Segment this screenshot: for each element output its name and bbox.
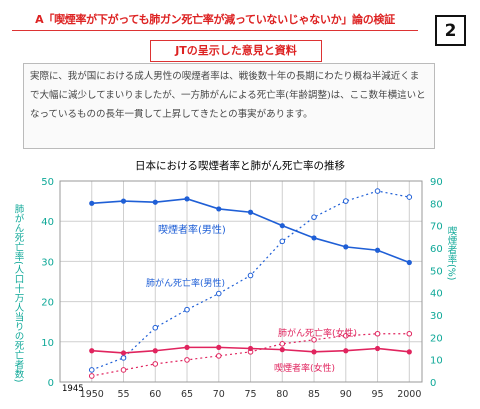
right-tick-label: 20	[430, 333, 443, 344]
data-point	[152, 361, 159, 367]
data-point	[152, 324, 159, 331]
x-tick-label: 1950	[80, 389, 104, 400]
data-point	[279, 223, 285, 229]
header-title-bar: A「喫煙率が下がっても肺ガン死亡率が減っていないじゃないか」論の検証	[12, 8, 418, 31]
data-point	[374, 345, 381, 352]
data-point	[343, 348, 349, 354]
quote-text: 実際に、我が国における成人男性の喫煙者率は、戦後数十年の長期にわたり概ね半減近く…	[23, 63, 435, 149]
data-point	[311, 235, 317, 241]
data-point	[279, 238, 286, 245]
right-tick-label: 80	[430, 199, 443, 210]
x-tick-label: 75	[244, 389, 256, 400]
left-axis-label: 肺がん死亡率(人口十万人当りの死亡者数)	[13, 204, 25, 382]
data-point	[279, 347, 285, 353]
header-title: A「喫煙率が下がっても肺ガン死亡率が減っていないじゃないか」論の検証	[35, 13, 395, 26]
left-tick-label: 0	[48, 378, 54, 389]
right-axis-label: 喫煙者率(%)	[446, 225, 458, 280]
data-point	[184, 196, 190, 202]
left-tick-label: 40	[41, 217, 54, 228]
data-point	[311, 214, 317, 220]
data-point	[89, 348, 95, 354]
data-point	[184, 357, 190, 363]
data-point	[343, 244, 349, 250]
right-tick-label: 10	[430, 356, 443, 367]
data-point	[89, 200, 95, 206]
data-point	[120, 198, 127, 204]
data-point	[311, 349, 317, 355]
data-point	[216, 344, 222, 350]
x-tick-label: 60	[149, 389, 161, 400]
series-label: 喫煙者率(男性)	[158, 223, 226, 236]
data-point	[342, 332, 349, 339]
data-point	[184, 306, 190, 313]
data-point	[215, 353, 222, 359]
right-tick-label: 90	[430, 177, 443, 188]
data-point	[279, 341, 286, 347]
data-point	[247, 209, 254, 215]
right-tick-label: 50	[430, 266, 443, 277]
x-start-label: 1945	[62, 384, 84, 394]
data-point	[406, 259, 412, 266]
data-point	[374, 247, 381, 253]
data-point	[88, 373, 95, 379]
data-point	[120, 355, 127, 361]
left-tick-label: 20	[41, 298, 54, 309]
data-point	[88, 367, 95, 373]
series-label: 肺がん死亡率(男性)	[146, 277, 225, 289]
data-point	[152, 348, 158, 354]
data-point	[406, 194, 413, 200]
left-tick-label: 50	[41, 177, 54, 188]
right-tick-label: 30	[430, 311, 443, 322]
x-tick-label: 95	[371, 389, 383, 400]
x-tick-label: 2000	[397, 389, 421, 400]
series-label: 喫煙者率(女性)	[274, 362, 335, 374]
x-tick-label: 80	[276, 389, 288, 400]
x-tick-label: 65	[181, 389, 193, 400]
x-tick-label: 70	[213, 389, 225, 400]
right-tick-label: 70	[430, 222, 443, 233]
data-point	[120, 350, 127, 356]
chart-title: 日本における喫煙者率と肺がん死亡率の推移	[135, 160, 345, 172]
x-tick-label: 90	[340, 389, 352, 400]
right-tick-label: 0	[430, 378, 436, 389]
x-tick-label: 85	[308, 389, 320, 400]
data-point	[184, 344, 190, 350]
subtitle: JTの呈示した意見と資料	[150, 40, 322, 62]
data-point	[247, 272, 254, 279]
series-label: 肺がん死亡率(女性)	[278, 327, 357, 339]
data-point	[374, 188, 381, 194]
data-point	[215, 290, 222, 297]
page-number: 2	[435, 15, 466, 46]
data-point	[247, 345, 254, 352]
data-point	[342, 198, 349, 204]
data-point	[152, 199, 158, 205]
left-tick-label: 30	[41, 257, 54, 268]
left-tick-label: 10	[41, 338, 54, 349]
data-point	[311, 336, 317, 343]
data-point	[216, 206, 222, 212]
right-tick-label: 60	[430, 244, 443, 255]
right-tick-label: 40	[430, 289, 443, 300]
data-point	[406, 349, 412, 355]
data-point	[120, 367, 127, 373]
plot-frame	[59, 180, 423, 383]
data-point	[406, 330, 413, 337]
x-tick-label: 55	[117, 389, 129, 400]
data-point	[374, 330, 381, 337]
